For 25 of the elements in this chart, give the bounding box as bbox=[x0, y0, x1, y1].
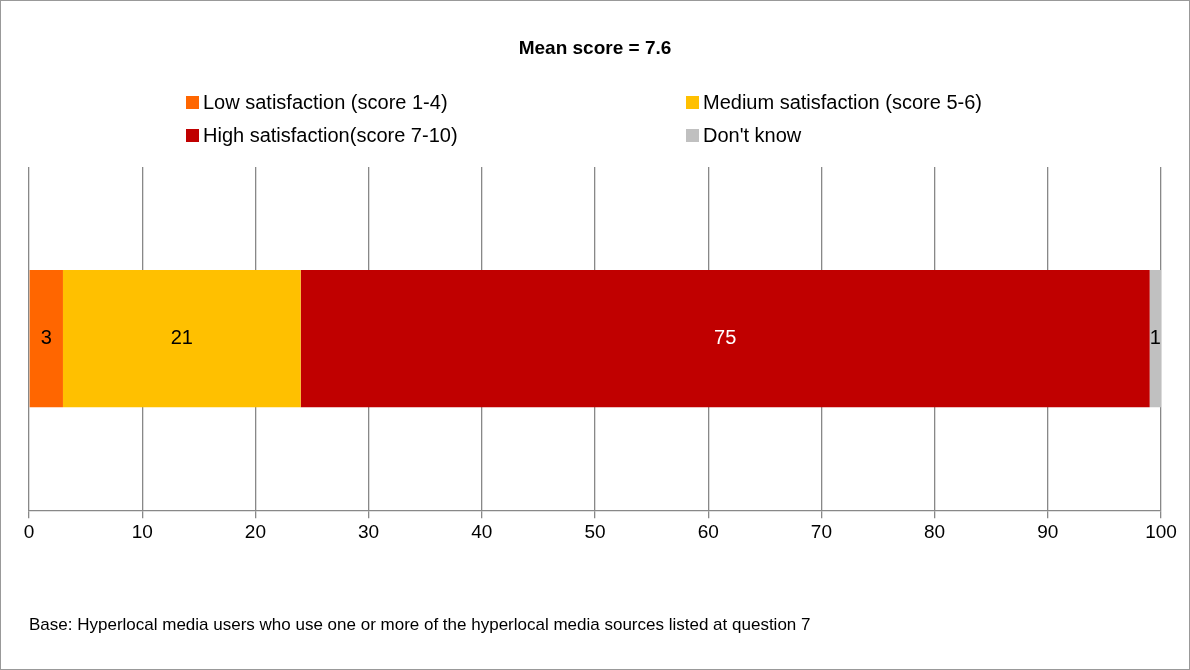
data-label: 3 bbox=[40, 326, 52, 349]
bar bbox=[1149, 269, 1161, 408]
x-tick-label: 50 bbox=[584, 520, 606, 542]
data-label: 75 bbox=[714, 326, 737, 349]
x-tick-label: 90 bbox=[1037, 520, 1059, 542]
x-tick-label: 80 bbox=[924, 520, 946, 542]
data-label: 21 bbox=[170, 326, 193, 349]
bar bbox=[62, 269, 301, 408]
legend-label: High satisfaction(score 7-10) bbox=[203, 124, 458, 147]
text: Base: Hyperlocal media users who use one or more of the hyperlocal media sources listed at question 7 bbox=[29, 615, 811, 635]
x-tick-label: 70 bbox=[810, 520, 832, 542]
bar bbox=[29, 269, 63, 408]
x-tick-label: 10 bbox=[131, 520, 153, 542]
x-tick-label: 100 bbox=[1145, 520, 1177, 542]
x-tick-label: 20 bbox=[244, 520, 266, 542]
legend-label: Don't know bbox=[703, 124, 802, 147]
legend-label: Medium satisfaction (score 5-6) bbox=[703, 91, 982, 114]
x-tick-label: 0 bbox=[23, 520, 35, 542]
legend-label: Low satisfaction (score 1-4) bbox=[203, 91, 448, 114]
x-tick-label: 30 bbox=[358, 520, 380, 542]
data-label: 1 bbox=[1149, 326, 1161, 349]
chart-title: Mean score = 7.6 bbox=[517, 37, 673, 59]
bar bbox=[300, 269, 1150, 408]
x-tick-label: 40 bbox=[471, 520, 493, 542]
x-tick-label: 60 bbox=[697, 520, 719, 542]
